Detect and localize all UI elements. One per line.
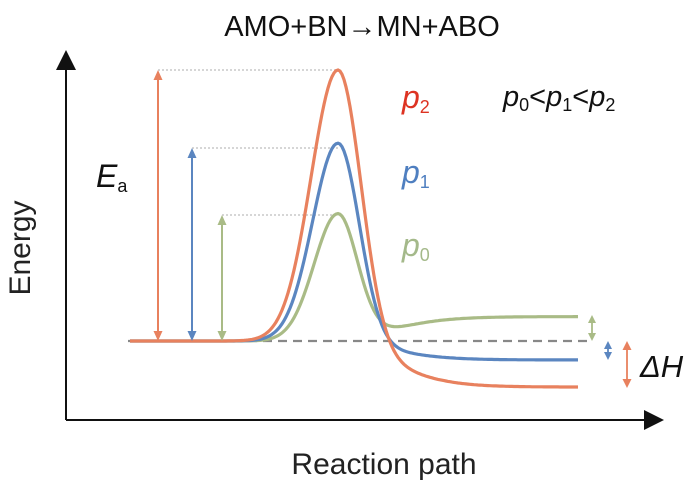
peak-guides (158, 69, 340, 216)
y-axis-label: Energy (4, 200, 37, 295)
curve-label-p0: p0 (401, 227, 430, 265)
ea-arrow-p0 (217, 215, 227, 341)
enthalpy-arrows (588, 315, 632, 388)
ea-arrow-p2 (153, 70, 163, 341)
dh-arrow-p0 (588, 315, 596, 341)
curve-label-p1: p1 (401, 154, 430, 192)
diagram-title: AMO+BN→MN+ABO (224, 11, 500, 43)
dh-arrow-p2 (622, 341, 632, 388)
activation-arrows (153, 70, 227, 341)
enthalpy-label: ΔH (639, 349, 684, 384)
ea-arrow-p1 (187, 148, 197, 341)
x-axis-label: Reaction path (291, 448, 476, 481)
activation-energy-label: Ea (96, 158, 128, 196)
energy-curves (130, 68, 578, 389)
curve-p2 (130, 68, 578, 389)
curve-label-p2: p2 (401, 79, 430, 117)
dh-arrow-p1 (604, 341, 612, 360)
curve-p0 (130, 211, 578, 343)
pressure-relation: p0<p1<p2 (502, 81, 615, 115)
